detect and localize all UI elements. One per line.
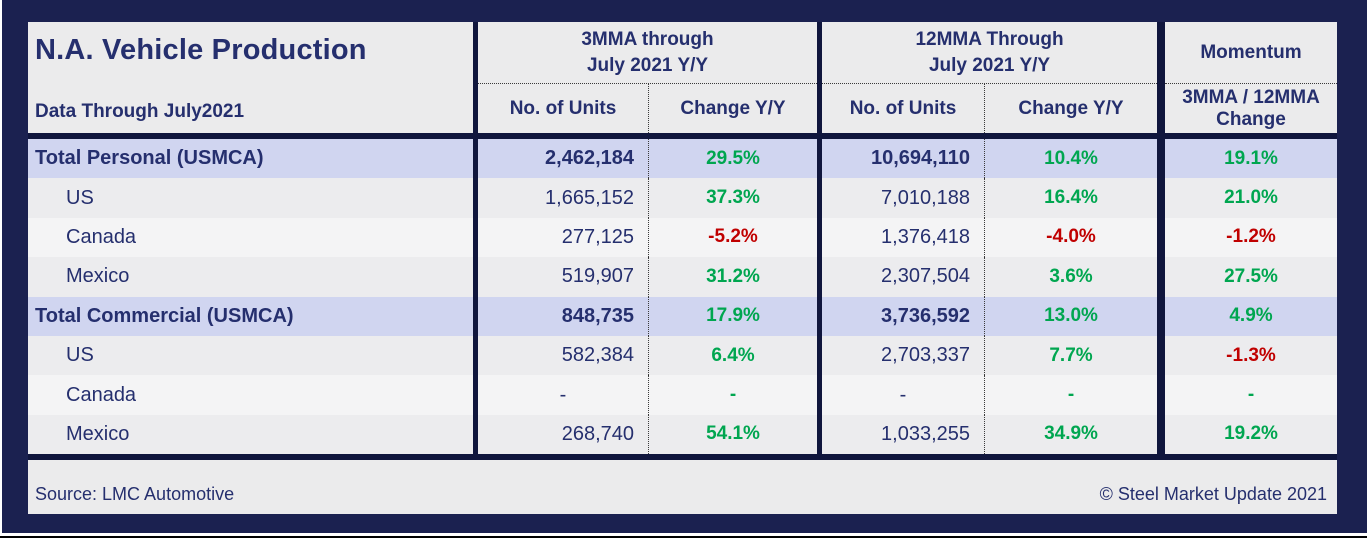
change-3mma-value: 6.4% (648, 335, 817, 376)
row-label: Mexico (28, 257, 473, 297)
change-12mma-value: 34.9% (984, 414, 1157, 455)
change-3mma-value: 54.1% (648, 414, 817, 455)
momentum-value: 19.1% (1165, 139, 1337, 179)
momentum-value: 21.0% (1165, 178, 1337, 218)
change-12mma-value: 16.4% (984, 178, 1157, 218)
momentum-value: - (1165, 375, 1337, 415)
vehicle-production-table: N.A. Vehicle Production Data Through Jul… (28, 22, 1337, 515)
row-label: US (28, 335, 473, 376)
units-3mma-value: 277,125 (478, 217, 648, 258)
units-12mma-value: 2,703,337 (822, 335, 984, 376)
source-credit: Source: LMC Automotive (35, 484, 235, 505)
page-title: N.A. Vehicle Production (35, 34, 367, 66)
change-12mma-value: 13.0% (984, 296, 1157, 336)
change-3mma-value: -5.2% (648, 217, 817, 258)
momentum-value: 19.2% (1165, 414, 1337, 455)
change-12mma-value: - (984, 375, 1157, 415)
change-3mma-value: - (648, 375, 817, 415)
change-3mma-value: 37.3% (648, 178, 817, 218)
column-header-units-12mma: No. of Units (822, 84, 984, 133)
column-group-3mma: 3MMA through July 2021 Y/Y (478, 22, 817, 84)
units-3mma-value: 2,462,184 (478, 139, 648, 179)
momentum-value: 4.9% (1165, 296, 1337, 336)
momentum-value: -1.2% (1165, 217, 1337, 258)
change-12mma-value: 3.6% (984, 257, 1157, 297)
units-3mma-value: 519,907 (478, 257, 648, 297)
units-3mma-value: 848,735 (478, 296, 648, 336)
column-group-momentum: Momentum (1165, 22, 1337, 84)
units-3mma-value: - (478, 375, 648, 415)
change-12mma-value: 10.4% (984, 139, 1157, 179)
units-3mma-value: 268,740 (478, 414, 648, 455)
column-header-momentum-sub: 3MMA / 12MMA Change (1165, 84, 1337, 133)
change-3mma-value: 17.9% (648, 296, 817, 336)
row-label: US (28, 178, 473, 218)
row-label: Total Commercial (USMCA) (28, 296, 473, 336)
row-label: Canada (28, 375, 473, 415)
units-3mma-value: 1,665,152 (478, 178, 648, 218)
row-label: Canada (28, 217, 473, 258)
units-3mma-value: 582,384 (478, 335, 648, 376)
change-3mma-value: 29.5% (648, 139, 817, 179)
column-header-units-3mma: No. of Units (478, 84, 648, 133)
change-3mma-value: 31.2% (648, 257, 817, 297)
units-12mma-value: 2,307,504 (822, 257, 984, 297)
title-block: N.A. Vehicle Production Data Through Jul… (28, 22, 473, 133)
column-header-change-3mma: Change Y/Y (648, 84, 817, 133)
column-group-12mma: 12MMA Through July 2021 Y/Y (822, 22, 1157, 84)
units-12mma-value: 3,736,592 (822, 296, 984, 336)
page-subtitle: Data Through July2021 (35, 101, 245, 122)
change-12mma-value: -4.0% (984, 217, 1157, 258)
momentum-value: 27.5% (1165, 257, 1337, 297)
change-12mma-value: 7.7% (984, 335, 1157, 376)
footer-strip: Source: LMC Automotive © Steel Market Up… (28, 460, 1337, 515)
copyright-notice: © Steel Market Update 2021 (1099, 484, 1327, 505)
row-label: Mexico (28, 414, 473, 455)
units-12mma-value: 1,376,418 (822, 217, 984, 258)
units-12mma-value: - (822, 375, 984, 415)
momentum-value: -1.3% (1165, 335, 1337, 376)
row-label: Total Personal (USMCA) (28, 139, 473, 179)
units-12mma-value: 1,033,255 (822, 414, 984, 455)
units-12mma-value: 7,010,188 (822, 178, 984, 218)
units-12mma-value: 10,694,110 (822, 139, 984, 179)
column-header-change-12mma: Change Y/Y (984, 84, 1157, 133)
